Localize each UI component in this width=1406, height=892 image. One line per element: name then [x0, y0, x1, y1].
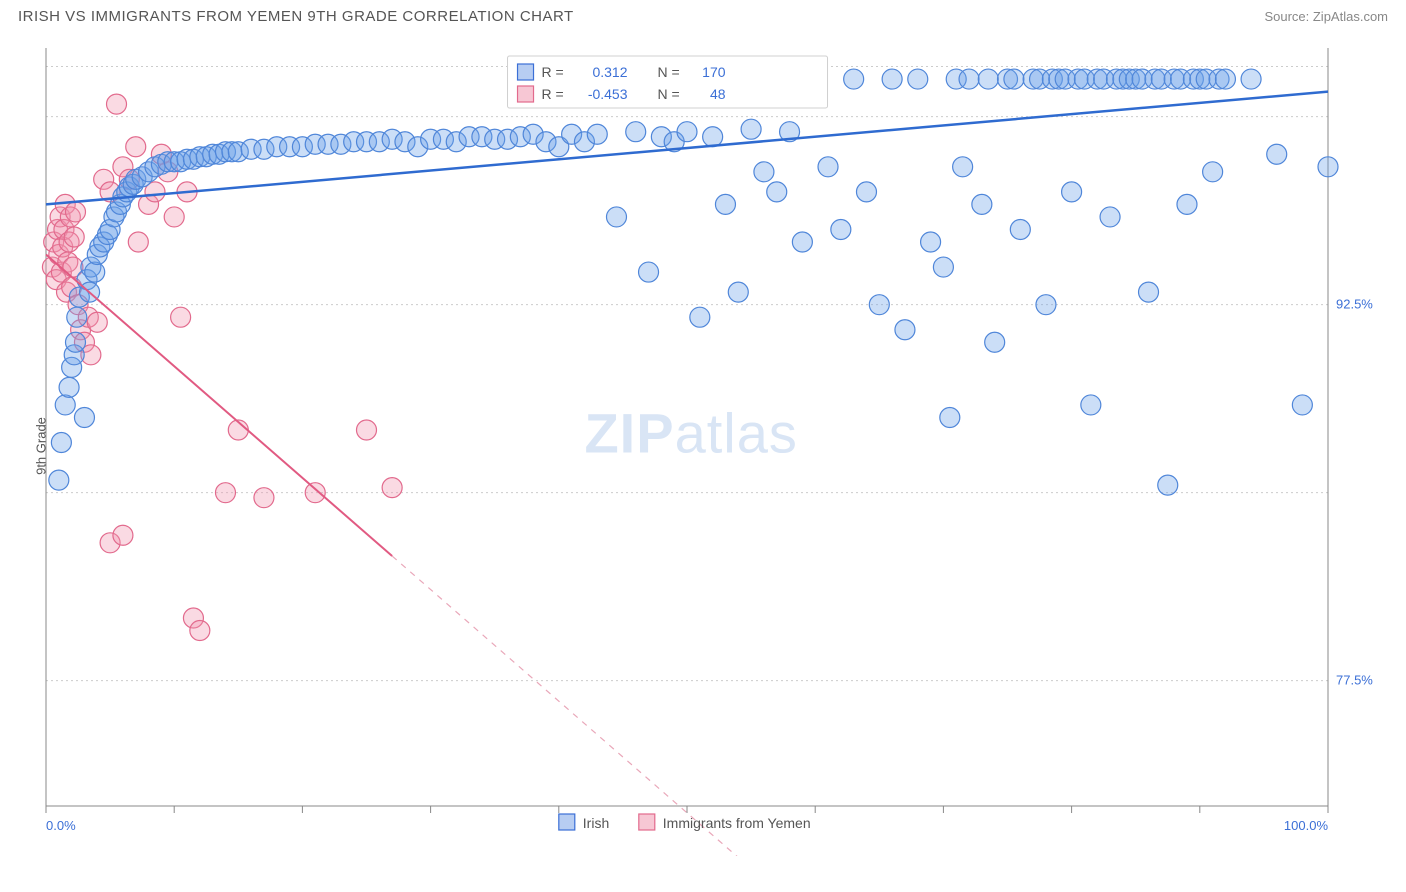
data-point — [921, 232, 941, 252]
watermark: ZIPatlas — [584, 402, 797, 465]
data-point — [856, 182, 876, 202]
data-point — [639, 262, 659, 282]
legend-r-label: R = — [542, 64, 564, 80]
data-point — [65, 332, 85, 352]
data-point — [164, 207, 184, 227]
data-point — [703, 127, 723, 147]
bottom-swatch-blue — [559, 814, 575, 830]
data-point — [1267, 144, 1287, 164]
data-point — [606, 207, 626, 227]
data-point — [1292, 395, 1312, 415]
data-point — [1158, 475, 1178, 495]
data-point — [792, 232, 812, 252]
data-point — [1010, 219, 1030, 239]
legend-n-label: N = — [658, 86, 680, 102]
y-tick-label: 92.5% — [1336, 297, 1373, 312]
data-point — [831, 219, 851, 239]
data-point — [985, 332, 1005, 352]
data-point — [626, 122, 646, 142]
legend-n-value-pink: 48 — [710, 86, 726, 102]
data-point — [978, 69, 998, 89]
data-point — [126, 137, 146, 157]
data-point — [818, 157, 838, 177]
x-tick-label: 0.0% — [46, 818, 76, 833]
data-point — [741, 119, 761, 139]
data-point — [74, 407, 94, 427]
data-point — [1203, 162, 1223, 182]
data-point — [51, 433, 71, 453]
source-attribution: Source: ZipAtlas.com — [1264, 9, 1388, 24]
data-point — [382, 478, 402, 498]
data-point — [1004, 69, 1024, 89]
bottom-swatch-pink — [639, 814, 655, 830]
data-point — [1081, 395, 1101, 415]
data-point — [215, 483, 235, 503]
scatter-chart: 77.5% 92.5% 0.0% 100.0% ZIPatlas R = 0.312 N = 1… — [18, 36, 1388, 856]
legend-n-label: N = — [658, 64, 680, 80]
trendline-yemen-extrapolated — [392, 556, 751, 856]
data-point — [1241, 69, 1261, 89]
data-point — [1062, 182, 1082, 202]
data-point — [715, 194, 735, 214]
data-point — [754, 162, 774, 182]
y-tick-label: 77.5% — [1336, 673, 1373, 688]
data-point — [908, 69, 928, 89]
legend-swatch-pink — [518, 86, 534, 102]
data-point — [357, 420, 377, 440]
data-point — [959, 69, 979, 89]
data-point — [1036, 295, 1056, 315]
data-point — [113, 525, 133, 545]
data-point — [85, 262, 105, 282]
data-point — [690, 307, 710, 327]
data-point — [171, 307, 191, 327]
data-point — [972, 194, 992, 214]
data-point — [87, 312, 107, 332]
bottom-legend-blue: Irish — [583, 815, 609, 831]
data-point — [190, 621, 210, 641]
data-point — [254, 488, 274, 508]
data-point — [587, 124, 607, 144]
data-point — [1139, 282, 1159, 302]
data-point — [869, 295, 889, 315]
data-point — [1177, 194, 1197, 214]
chart-container: 9th Grade 77.5% 92.5% 0.0% 100.0% ZIPatlas R … — [18, 36, 1388, 856]
trendline-yemen — [46, 255, 392, 556]
legend-r-value-blue: 0.312 — [592, 64, 627, 80]
chart-title: IRISH VS IMMIGRANTS FROM YEMEN 9TH GRADE… — [18, 8, 574, 25]
data-point — [64, 227, 84, 247]
data-point — [1215, 69, 1235, 89]
bottom-legend-pink: Immigrants from Yemen — [663, 815, 811, 831]
x-tick-label: 100.0% — [1284, 818, 1329, 833]
legend-swatch-blue — [518, 64, 534, 80]
data-point — [677, 122, 697, 142]
data-point — [895, 320, 915, 340]
legend-r-label: R = — [542, 86, 564, 102]
data-point — [1318, 157, 1338, 177]
data-point — [728, 282, 748, 302]
data-point — [55, 395, 75, 415]
data-point — [107, 94, 127, 114]
data-point — [882, 69, 902, 89]
y-axis-label: 9th Grade — [33, 417, 48, 475]
legend-r-value-pink: -0.453 — [588, 86, 628, 102]
data-point — [1100, 207, 1120, 227]
data-point — [305, 483, 325, 503]
data-point — [49, 470, 69, 490]
data-point — [933, 257, 953, 277]
data-point — [128, 232, 148, 252]
data-point — [67, 307, 87, 327]
data-point — [953, 157, 973, 177]
data-point — [65, 202, 85, 222]
data-point — [767, 182, 787, 202]
data-point — [844, 69, 864, 89]
data-point — [59, 377, 79, 397]
legend-n-value-blue: 170 — [702, 64, 726, 80]
data-point — [940, 407, 960, 427]
